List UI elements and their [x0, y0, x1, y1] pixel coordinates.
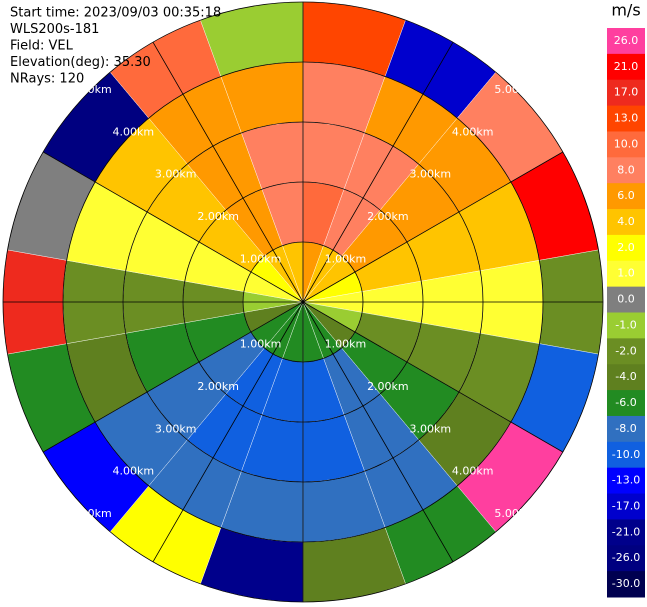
- colorbar-label: -10.0: [612, 448, 640, 461]
- ring-label: 1.00km: [240, 337, 282, 350]
- colorbar-segment: [607, 260, 645, 288]
- colorbar-label: -6.0: [615, 396, 636, 409]
- colorbar-label: -21.0: [612, 525, 640, 538]
- ring-label: 5.00km: [70, 507, 112, 520]
- ring-label: 3.00km: [155, 168, 197, 181]
- colorbar-segment: [607, 415, 645, 443]
- colorbar-label: 8.0: [617, 163, 635, 176]
- colorbar-segment: [607, 183, 645, 210]
- colorbar-segment: [607, 338, 645, 365]
- colorbar-units: m/s: [611, 1, 640, 20]
- header-line: Elevation(deg): 35.30: [10, 55, 151, 70]
- header-line: Field: VEL: [10, 39, 74, 54]
- colorbar-label: 1.0: [617, 267, 635, 280]
- colorbar-segment: [607, 234, 645, 262]
- spoke: [42, 151, 304, 303]
- colorbar-label: -30.0: [612, 577, 640, 590]
- spoke: [152, 301, 304, 563]
- colorbar-label: -1.0: [615, 318, 636, 331]
- header-line: NRays: 120: [10, 72, 84, 87]
- spoke: [42, 301, 304, 453]
- colorbar-segment: [607, 390, 645, 417]
- ring-label: 4.00km: [113, 465, 155, 478]
- range-ring: [182, 181, 424, 423]
- spoke: [302, 41, 454, 303]
- header-line: Start time: 2023/09/03 00:35:18: [10, 6, 221, 21]
- spoke: [152, 41, 304, 303]
- colorbar-label: -13.0: [612, 474, 640, 487]
- spoke: [302, 301, 454, 563]
- ring-label: 1.00km: [325, 253, 367, 266]
- colorbar-segment: [607, 157, 645, 184]
- header-line: WLS200s-181: [10, 22, 99, 37]
- colorbar-label: 26.0: [614, 34, 639, 47]
- colorbar-segment: [607, 441, 645, 469]
- colorbar-segment: [607, 131, 645, 158]
- ring-label: 5.00km: [70, 83, 112, 96]
- ring-label: 2.00km: [197, 210, 239, 223]
- colorbar-label: 13.0: [614, 112, 639, 125]
- ring-label: 2.00km: [197, 380, 239, 393]
- colorbar-segment: [607, 571, 645, 598]
- ring-label: 3.00km: [155, 422, 197, 435]
- colorbar-segment: [607, 79, 645, 107]
- colorbar-segment: [607, 467, 645, 495]
- ring-label: 2.00km: [367, 210, 409, 223]
- colorbar-segment: [607, 312, 645, 339]
- ring-label: 3.00km: [409, 422, 451, 435]
- ring-label: 5.00km: [494, 83, 536, 96]
- colorbar-segment: [607, 364, 645, 391]
- ring-label: 4.00km: [113, 125, 155, 138]
- colorbar-label: -4.0: [615, 370, 636, 383]
- colorbar-label: 21.0: [614, 60, 639, 73]
- ring-label: 4.00km: [452, 465, 494, 478]
- colorbar-label: 4.0: [617, 215, 635, 228]
- ring-label: 3.00km: [409, 168, 451, 181]
- colorbar-label: 10.0: [614, 137, 639, 150]
- colorbar: m/s 26.0 21.0 17.0 13.0 10.0 8.0 6.0 4.0 2.0 1.0 0.…: [607, 1, 645, 598]
- range-ring: [242, 241, 364, 363]
- range-ring: [122, 121, 484, 483]
- colorbar-segment: [607, 53, 645, 81]
- range-ring: [62, 61, 544, 543]
- velocity-field: [2, 1, 604, 603]
- range-ring: [2, 1, 604, 603]
- colorbar-label: 2.0: [617, 241, 635, 254]
- ring-label: 5.00km: [494, 507, 536, 520]
- colorbar-label: -17.0: [612, 499, 640, 512]
- colorbar-segment: [607, 105, 645, 132]
- colorbar-segment: [607, 28, 645, 55]
- colorbar-segment: [607, 286, 645, 313]
- spoke: [302, 301, 564, 453]
- ring-label: 1.00km: [325, 337, 367, 350]
- spoke: [302, 151, 564, 303]
- colorbar-segment: [607, 545, 645, 572]
- range-overlay: 1.00km 1.00km 1.00km 1.00km 2.00km 2.00km 2.00…: [2, 1, 604, 603]
- colorbar-label: 17.0: [614, 86, 639, 99]
- colorbar-segment: [607, 519, 645, 546]
- colorbar-label: 6.0: [617, 189, 635, 202]
- colorbar-label: 0.0: [617, 293, 635, 306]
- ring-label: 1.00km: [240, 253, 282, 266]
- colorbar-segment: [607, 209, 645, 236]
- ring-label: 2.00km: [367, 380, 409, 393]
- colorbar-label: -8.0: [615, 422, 636, 435]
- header: Start time: 2023/09/03 00:35:18WLS200s-1…: [10, 6, 221, 87]
- colorbar-label: -2.0: [615, 344, 636, 357]
- colorbar-segment: [607, 493, 645, 520]
- ring-label: 4.00km: [452, 125, 494, 138]
- colorbar-label: -26.0: [612, 551, 640, 564]
